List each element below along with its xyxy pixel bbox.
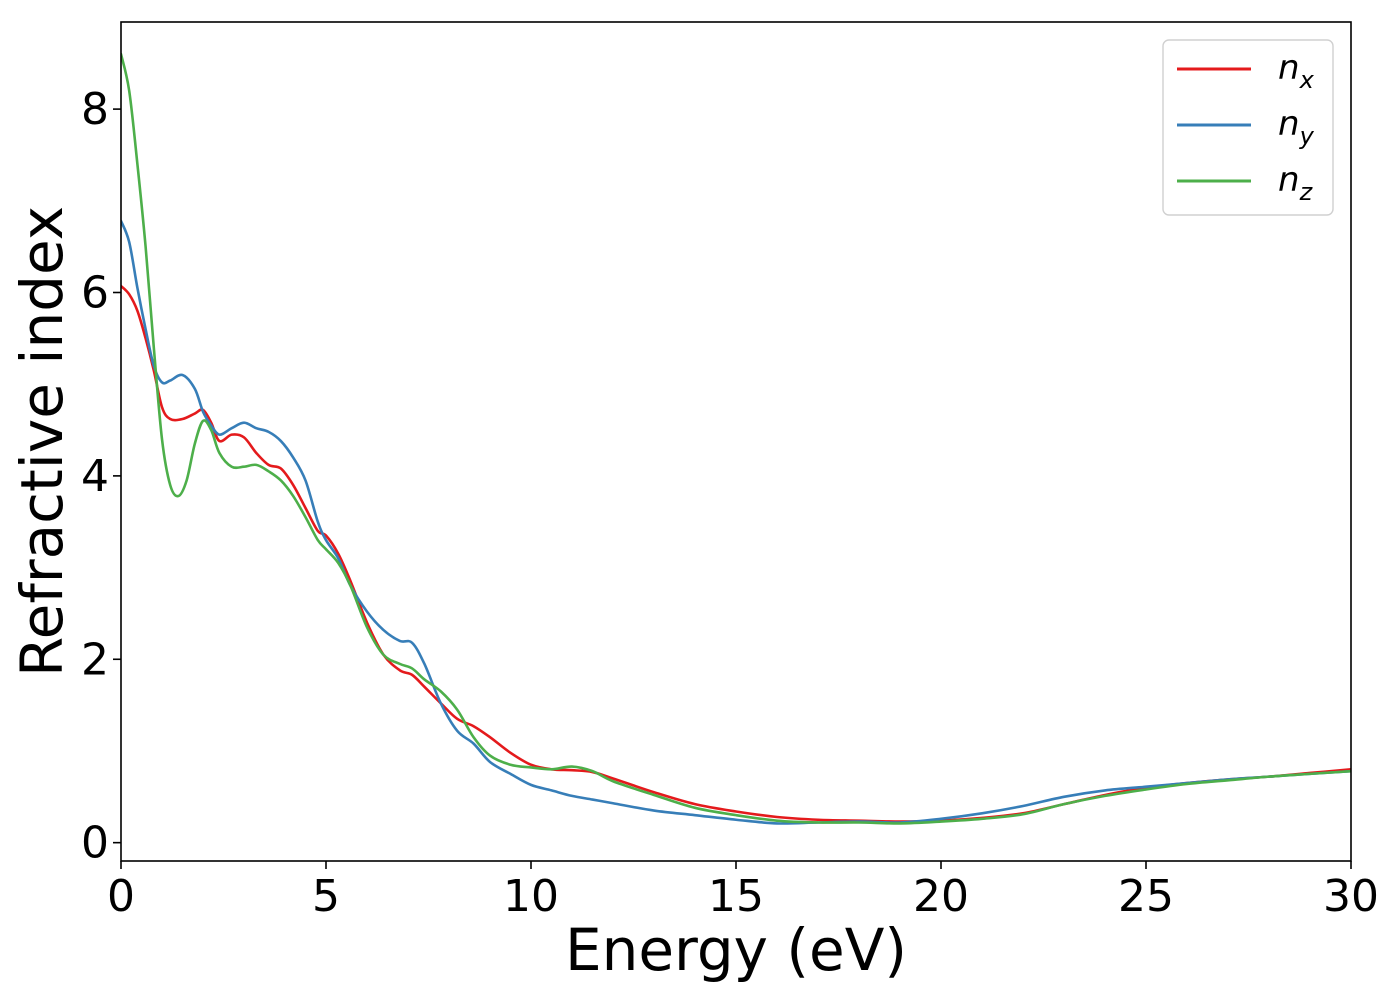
y-tick-label: 4	[81, 451, 109, 502]
x-tick-label: 15	[708, 871, 764, 922]
y-axis-ticks: 0 2 4 6 8	[81, 84, 121, 869]
y-tick-label: 8	[81, 84, 109, 135]
legend-label-main: n	[1278, 104, 1300, 144]
legend-label-main: n	[1278, 48, 1300, 88]
legend-label-ny: ny	[1278, 104, 1315, 150]
legend-box	[1162, 39, 1334, 216]
x-axis-ticks: 0 5 10 15 20 25 30	[107, 861, 1379, 922]
y-axis-label: Refractive index	[8, 206, 76, 677]
legend-label-main: n	[1278, 160, 1300, 200]
series-line-ny	[121, 219, 1351, 825]
legend-label-subscript: z	[1299, 178, 1314, 206]
series-layer	[121, 52, 1351, 825]
x-tick-label: 10	[503, 871, 559, 922]
legend-label-nx: nx	[1278, 48, 1315, 94]
x-tick-label: 25	[1118, 871, 1174, 922]
legend-label-subscript: y	[1299, 122, 1315, 150]
y-tick-label: 6	[81, 267, 109, 318]
plot-area	[120, 21, 1352, 862]
x-axis-label: Energy (eV)	[565, 916, 907, 984]
x-tick-label: 0	[107, 871, 135, 922]
legend-label-subscript: x	[1299, 66, 1315, 94]
x-tick-label: 20	[913, 871, 969, 922]
legend-label-nz: nz	[1278, 160, 1314, 206]
x-tick-label: 30	[1323, 871, 1379, 922]
series-line-nz	[121, 52, 1351, 825]
y-tick-label: 0	[81, 818, 109, 869]
x-tick-label: 5	[312, 871, 340, 922]
y-tick-label: 2	[81, 634, 109, 685]
